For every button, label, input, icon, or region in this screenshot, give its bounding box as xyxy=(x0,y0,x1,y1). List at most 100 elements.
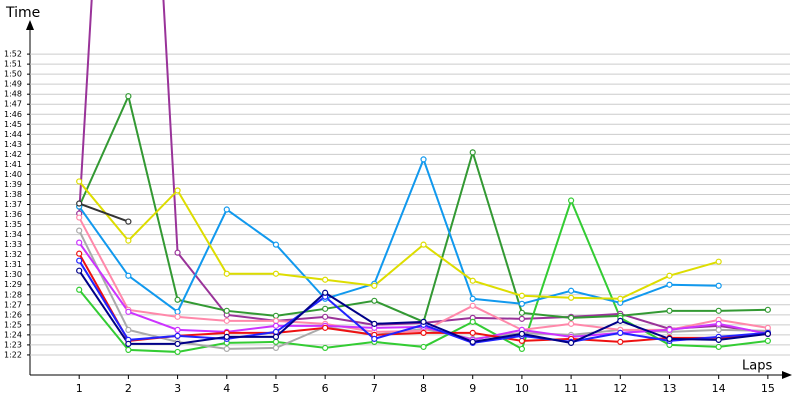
y-tick-label: 1:37 xyxy=(4,200,22,209)
y-tick-label: 1:22 xyxy=(4,350,22,359)
data-point xyxy=(272,344,280,352)
y-tick-label: 1:32 xyxy=(4,250,22,259)
data-point xyxy=(272,338,280,346)
data-point xyxy=(617,338,624,346)
data-point xyxy=(174,308,181,315)
data-point xyxy=(568,339,575,347)
data-point xyxy=(223,333,230,340)
data-point xyxy=(469,338,476,346)
x-tick-label: 1 xyxy=(76,382,83,395)
data-point xyxy=(272,322,280,329)
y-axis-title: Time xyxy=(5,5,40,21)
data-point xyxy=(469,302,476,309)
data-point xyxy=(125,340,132,348)
data-point xyxy=(764,306,771,313)
x-tick-label: 15 xyxy=(761,382,775,395)
x-axis-title: Laps xyxy=(742,359,772,374)
data-point xyxy=(666,335,673,342)
data-point xyxy=(518,345,526,353)
data-point xyxy=(272,333,280,340)
data-point xyxy=(223,317,230,324)
y-tick-label: 1:48 xyxy=(4,90,22,99)
data-point xyxy=(715,336,722,344)
y-tick-label: 1:49 xyxy=(4,80,22,89)
x-tick-label: 10 xyxy=(515,382,529,395)
y-tick-label: 1:50 xyxy=(4,70,22,79)
data-point xyxy=(76,239,83,246)
data-point xyxy=(322,344,329,352)
x-tick-label: 8 xyxy=(420,382,427,395)
y-tick-label: 1:23 xyxy=(4,340,22,349)
data-point xyxy=(715,307,722,314)
data-point xyxy=(764,330,771,337)
x-tick-label: 13 xyxy=(662,382,676,395)
data-point xyxy=(469,149,476,156)
data-point xyxy=(76,178,83,185)
x-tick-label: 9 xyxy=(469,382,476,395)
data-point xyxy=(518,309,526,316)
data-point xyxy=(322,305,329,312)
data-point xyxy=(371,282,378,289)
data-point xyxy=(666,326,673,333)
data-point xyxy=(272,241,280,248)
data-point xyxy=(617,295,624,302)
x-tick-label: 6 xyxy=(322,382,329,395)
x-tick-label: 3 xyxy=(174,382,181,395)
data-point xyxy=(666,281,673,288)
data-point xyxy=(272,312,280,319)
data-point xyxy=(715,343,722,351)
data-point xyxy=(174,313,181,320)
data-point xyxy=(518,300,526,307)
data-point xyxy=(223,206,230,213)
data-point xyxy=(322,313,329,320)
data-point xyxy=(568,294,575,301)
y-tick-label: 1:33 xyxy=(4,240,22,249)
data-point xyxy=(174,296,181,303)
data-point xyxy=(518,330,526,337)
data-point xyxy=(764,324,771,331)
data-point xyxy=(420,156,427,163)
x-tick-label: 12 xyxy=(613,382,627,395)
data-point xyxy=(371,297,378,304)
data-point xyxy=(568,197,575,204)
data-point xyxy=(125,346,132,354)
y-tick-label: 1:46 xyxy=(4,110,22,119)
y-tick-label: 1:31 xyxy=(4,260,22,269)
x-tick-label: 2 xyxy=(125,382,132,395)
y-tick-label: 1:38 xyxy=(4,190,22,199)
y-tick-label: 1:36 xyxy=(4,210,22,219)
data-point xyxy=(715,326,722,333)
data-point xyxy=(469,295,476,302)
data-point xyxy=(715,282,722,289)
data-point xyxy=(125,237,132,244)
y-tick-label: 1:26 xyxy=(4,310,22,319)
data-point xyxy=(272,270,280,277)
data-point xyxy=(174,187,181,194)
x-tick-label: 14 xyxy=(712,382,726,395)
y-tick-label: 1:41 xyxy=(4,160,22,169)
y-tick-label: 1:45 xyxy=(4,120,22,129)
data-point xyxy=(76,200,83,207)
data-point xyxy=(715,258,722,265)
data-point xyxy=(125,326,132,333)
data-point xyxy=(174,332,181,339)
y-tick-label: 1:29 xyxy=(4,280,22,289)
data-point xyxy=(223,270,230,277)
data-point xyxy=(420,343,427,351)
data-point xyxy=(76,227,83,234)
plot-area xyxy=(76,0,771,356)
data-point xyxy=(125,93,132,100)
data-point xyxy=(518,337,526,345)
y-tick-label: 1:34 xyxy=(4,230,22,239)
data-point xyxy=(666,272,673,279)
y-tick-label: 1:42 xyxy=(4,150,22,159)
y-tick-label: 1:25 xyxy=(4,320,22,329)
y-tick-label: 1:40 xyxy=(4,170,22,179)
x-tick-label: 7 xyxy=(371,382,378,395)
data-point xyxy=(322,324,329,331)
data-point xyxy=(322,289,329,296)
data-point xyxy=(568,320,575,327)
data-point xyxy=(76,267,83,274)
